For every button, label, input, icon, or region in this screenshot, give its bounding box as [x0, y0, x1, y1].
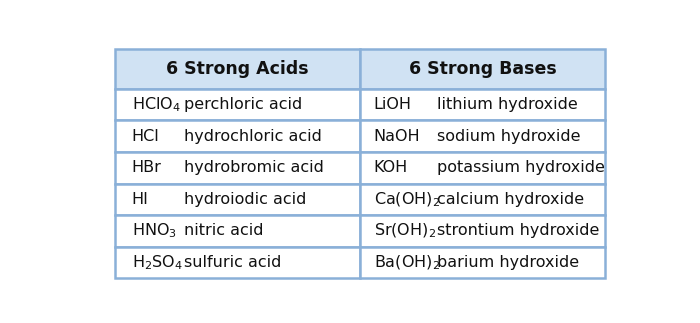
Text: 6 Strong Bases: 6 Strong Bases: [409, 60, 556, 78]
Text: hydrobromic acid: hydrobromic acid: [184, 160, 324, 175]
Text: LiOH: LiOH: [374, 97, 412, 112]
Text: hydrochloric acid: hydrochloric acid: [184, 129, 322, 144]
Text: HClO$_4$: HClO$_4$: [132, 95, 181, 114]
Text: Sr(OH)$_2$: Sr(OH)$_2$: [374, 222, 436, 240]
Bar: [115, 215, 360, 247]
Bar: [360, 247, 606, 278]
Text: calcium hydroxide: calcium hydroxide: [438, 192, 584, 207]
Bar: [360, 215, 606, 247]
Text: sodium hydroxide: sodium hydroxide: [438, 129, 581, 144]
Text: HBr: HBr: [132, 160, 162, 175]
Bar: [360, 120, 606, 152]
Text: Ba(OH)$_2$: Ba(OH)$_2$: [374, 253, 440, 272]
Text: perchloric acid: perchloric acid: [184, 97, 302, 112]
Bar: [115, 247, 360, 278]
Bar: [360, 89, 606, 120]
Text: sulfuric acid: sulfuric acid: [184, 255, 281, 270]
Bar: [360, 49, 606, 89]
Text: H$_2$SO$_4$: H$_2$SO$_4$: [132, 253, 183, 272]
Text: nitric acid: nitric acid: [184, 224, 264, 238]
Text: 6 Strong Acids: 6 Strong Acids: [166, 60, 309, 78]
Text: potassium hydroxide: potassium hydroxide: [438, 160, 606, 175]
Text: HI: HI: [132, 192, 148, 207]
Bar: [115, 49, 360, 89]
Bar: [360, 152, 606, 183]
Text: KOH: KOH: [374, 160, 408, 175]
Bar: [115, 120, 360, 152]
Text: HCl: HCl: [132, 129, 160, 144]
Text: Ca(OH)$_2$: Ca(OH)$_2$: [374, 190, 440, 209]
Text: hydroiodic acid: hydroiodic acid: [184, 192, 307, 207]
Text: strontium hydroxide: strontium hydroxide: [438, 224, 600, 238]
Text: barium hydroxide: barium hydroxide: [438, 255, 580, 270]
Bar: [115, 183, 360, 215]
Bar: [360, 183, 606, 215]
Bar: [115, 152, 360, 183]
Bar: [115, 89, 360, 120]
Text: lithium hydroxide: lithium hydroxide: [438, 97, 578, 112]
Text: NaOH: NaOH: [374, 129, 421, 144]
Text: HNO$_3$: HNO$_3$: [132, 222, 176, 240]
